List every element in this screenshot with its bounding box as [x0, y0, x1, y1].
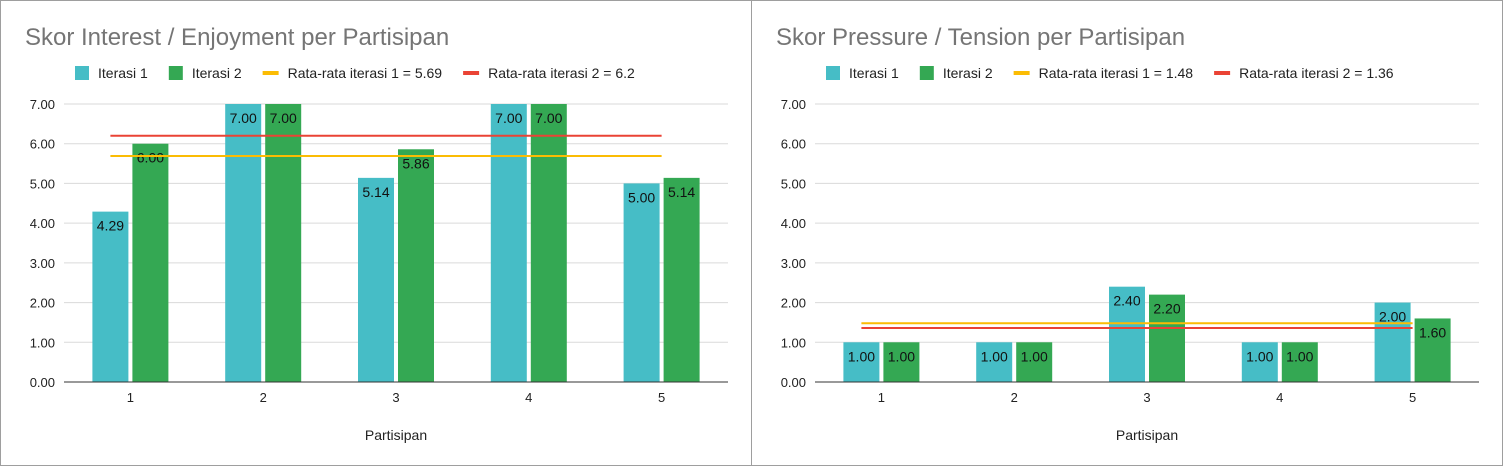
bar-series2-cat3 — [1149, 294, 1185, 382]
x-tick-label: 4 — [1276, 390, 1283, 405]
bar-series1-cat2 — [976, 342, 1013, 382]
x-tick-label: 1 — [878, 390, 885, 405]
bar-series1-cat1 — [843, 342, 880, 382]
chart-title: Skor Interest / Enjoyment per Partisipan — [25, 24, 449, 51]
y-tick-label: 5.00 — [781, 176, 806, 191]
bar-series2-cat5 — [1414, 318, 1451, 382]
x-tick-label: 1 — [127, 390, 134, 405]
x-tick-label: 3 — [1143, 390, 1150, 405]
y-tick-label: 4.00 — [30, 216, 55, 231]
chart-legend: Iterasi 1 Iterasi 2 Rata-rata iterasi 1 = … — [75, 65, 635, 81]
bar-series2-cat5 — [663, 177, 700, 382]
legend-swatch-4 — [1214, 71, 1231, 75]
legend-swatch-3 — [262, 71, 279, 75]
bar-series2-cat1 — [883, 342, 920, 382]
chart-panel-pressure: Skor Pressure / Tension per Partisipan It… — [751, 0, 1503, 466]
data-label: 1.60 — [1419, 324, 1446, 340]
y-tick-label: 3.00 — [781, 256, 806, 271]
data-label: 1.00 — [1246, 348, 1273, 364]
x-tick-label: 5 — [658, 390, 665, 405]
x-tick-label: 3 — [392, 390, 399, 405]
legend-label-1: Iterasi 1 — [849, 65, 899, 81]
data-label: 5.00 — [628, 189, 655, 205]
x-axis-label: Partisipan — [1116, 427, 1178, 443]
bar-series1-cat4 — [1241, 342, 1278, 382]
legend-swatch-3 — [1013, 71, 1030, 75]
legend-swatch-2 — [919, 66, 934, 80]
bar-series1-cat4 — [490, 104, 527, 382]
x-axis-label: Partisipan — [365, 427, 427, 443]
data-label: 2.40 — [1113, 293, 1140, 309]
legend-label-3: Rata-rata iterasi 1 = 5.69 — [288, 65, 443, 81]
legend-label-4: Rata-rata iterasi 2 = 6.2 — [488, 65, 635, 81]
y-tick-label: 0.00 — [30, 375, 55, 390]
legend-label-4: Rata-rata iterasi 2 = 1.36 — [1239, 65, 1394, 81]
bar-series2-cat3 — [398, 149, 434, 382]
y-tick-label: 2.00 — [781, 296, 806, 311]
data-label: 5.14 — [668, 184, 695, 200]
data-label: 6.00 — [137, 150, 164, 166]
legend-swatch-1 — [75, 66, 89, 80]
data-label: 2.20 — [1153, 301, 1180, 317]
data-label: 1.00 — [1021, 348, 1048, 364]
y-tick-label: 4.00 — [781, 216, 806, 231]
data-label: 1.00 — [848, 348, 875, 364]
data-label: 7.00 — [495, 110, 522, 126]
data-label: 1.00 — [1286, 348, 1313, 364]
y-tick-label: 3.00 — [30, 256, 55, 271]
x-tick-label: 2 — [260, 390, 267, 405]
x-tick-label: 4 — [525, 390, 532, 405]
y-tick-label: 5.00 — [30, 176, 55, 191]
chart-pressure-svg: Skor Pressure / Tension per Partisipan It… — [776, 24, 1479, 443]
chart-panel-interest: Skor Interest / Enjoyment per Partisipan… — [0, 0, 752, 466]
y-tick-label: 1.00 — [30, 335, 55, 350]
bar-series2-cat2 — [1016, 342, 1053, 382]
y-tick-label: 0.00 — [781, 375, 806, 390]
data-label: 7.00 — [535, 110, 562, 126]
x-tick-label: 5 — [1409, 390, 1416, 405]
y-tick-label: 1.00 — [781, 335, 806, 350]
data-label: 7.00 — [230, 110, 257, 126]
y-tick-label: 6.00 — [30, 137, 55, 152]
bar-series1-cat2 — [225, 104, 262, 382]
x-tick-label: 2 — [1011, 390, 1018, 405]
chart-title: Skor Pressure / Tension per Partisipan — [776, 24, 1185, 51]
data-label: 5.86 — [402, 155, 429, 171]
y-tick-label: 2.00 — [30, 296, 55, 311]
chart-interest-svg: Skor Interest / Enjoyment per Partisipan… — [25, 24, 728, 443]
data-label: 1.00 — [981, 348, 1008, 364]
bar-series1-cat5 — [1374, 302, 1411, 382]
y-tick-label: 7.00 — [781, 97, 806, 112]
data-label: 1.00 — [888, 348, 915, 364]
bar-series1-cat3 — [1109, 286, 1145, 382]
legend-swatch-1 — [826, 66, 840, 80]
legend-swatch-4 — [463, 71, 480, 75]
bar-series2-cat4 — [1281, 342, 1318, 382]
data-label: 2.00 — [1379, 309, 1406, 325]
data-label: 5.14 — [362, 184, 389, 200]
data-label: 4.29 — [97, 218, 124, 234]
chart-legend: Iterasi 1 Iterasi 2 Rata-rata iterasi 1 = … — [826, 65, 1394, 81]
legend-label-3: Rata-rata iterasi 1 = 1.48 — [1039, 65, 1194, 81]
legend-label-1: Iterasi 1 — [98, 65, 148, 81]
legend-label-2: Iterasi 2 — [943, 65, 993, 81]
bar-series2-cat1 — [132, 143, 169, 382]
bar-series1-cat3 — [358, 177, 394, 382]
y-tick-label: 6.00 — [781, 137, 806, 152]
bar-series1-cat1 — [92, 211, 129, 382]
bar-series1-cat5 — [623, 183, 660, 382]
legend-swatch-2 — [168, 66, 183, 80]
bar-series2-cat4 — [530, 104, 567, 382]
data-label: 7.00 — [270, 110, 297, 126]
legend-label-2: Iterasi 2 — [192, 65, 242, 81]
bar-series2-cat2 — [265, 104, 302, 382]
y-tick-label: 7.00 — [30, 97, 55, 112]
